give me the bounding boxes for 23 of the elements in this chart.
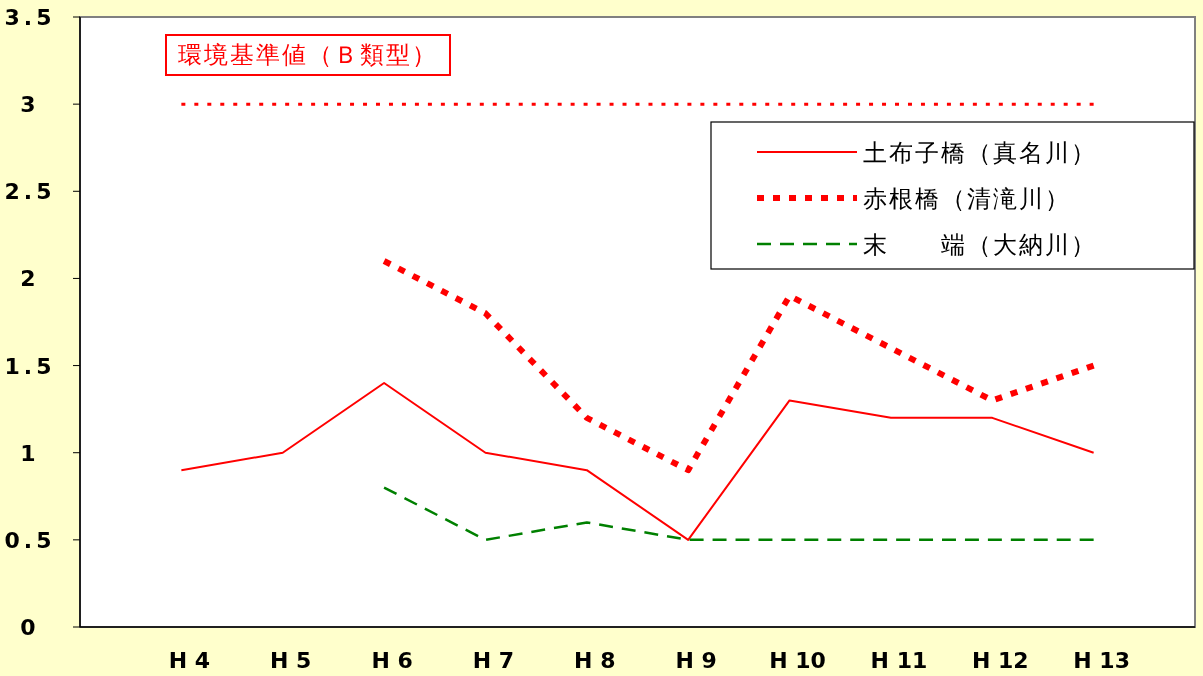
x-tick-label: H 12 bbox=[971, 648, 1029, 673]
y-tick-label: 0 bbox=[20, 615, 40, 640]
y-tick-label: 1 bbox=[20, 440, 40, 466]
x-tick-label: H 6 bbox=[371, 648, 413, 673]
ref-line-label: 環境基準値（Ｂ類型） bbox=[178, 41, 438, 69]
y-tick-label: 1.5 bbox=[4, 353, 56, 379]
x-tick-label: H 9 bbox=[675, 648, 717, 673]
x-tick-label: H 10 bbox=[769, 648, 826, 673]
y-tick-label: 2.5 bbox=[4, 179, 56, 205]
y-tick-label: 3 bbox=[20, 92, 40, 118]
legend-label: 末 端（大納川） bbox=[863, 231, 1097, 259]
line-series bbox=[180, 382, 1095, 541]
x-tick-label: H 5 bbox=[270, 648, 312, 673]
x-tick-label: H 7 bbox=[472, 648, 515, 673]
legend-label: 土布子橋（真名川） bbox=[863, 139, 1097, 167]
x-tick-label: H 13 bbox=[1073, 648, 1130, 673]
x-tick-label: H 8 bbox=[574, 648, 616, 673]
y-tick-label: 3.5 bbox=[4, 5, 56, 30]
y-tick-label: 0.5 bbox=[4, 527, 56, 553]
x-tick-label: H 4 bbox=[168, 648, 211, 673]
legend-label: 赤根橋（清滝川） bbox=[863, 185, 1071, 213]
y-tick-label: 2 bbox=[20, 266, 40, 292]
x-tick-label: H 11 bbox=[870, 648, 928, 673]
